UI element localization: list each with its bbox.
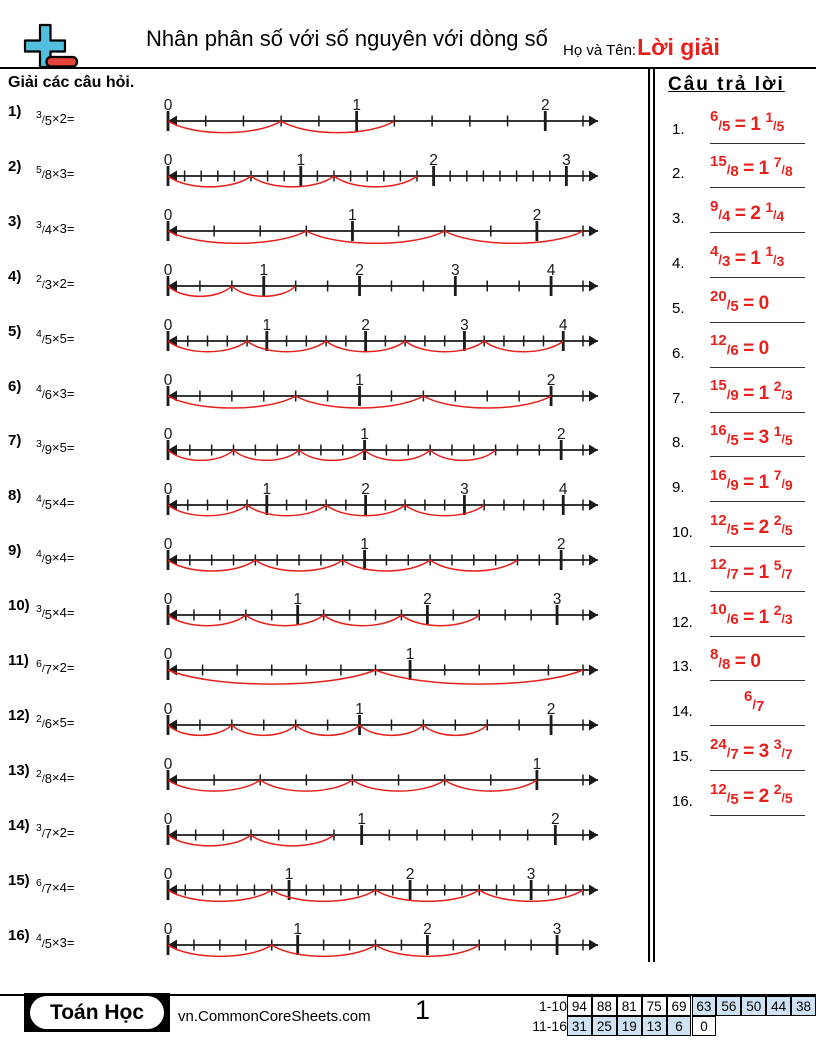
svg-text:2: 2 xyxy=(541,99,550,114)
svg-text:0: 0 xyxy=(164,209,173,224)
svg-text:2: 2 xyxy=(557,538,566,553)
svg-text:0: 0 xyxy=(164,813,173,828)
svg-text:0: 0 xyxy=(164,758,173,773)
svg-text:2: 2 xyxy=(361,319,370,334)
svg-text:2: 2 xyxy=(547,703,556,718)
svg-text:0: 0 xyxy=(164,99,173,114)
svg-text:0: 0 xyxy=(164,428,173,443)
svg-text:3: 3 xyxy=(553,923,562,938)
svg-text:1: 1 xyxy=(360,538,369,553)
svg-text:2: 2 xyxy=(547,374,556,389)
svg-text:0: 0 xyxy=(164,593,173,608)
svg-text:0: 0 xyxy=(164,538,173,553)
svg-text:0: 0 xyxy=(164,923,173,938)
svg-text:0: 0 xyxy=(164,319,173,334)
svg-text:0: 0 xyxy=(164,648,173,663)
svg-text:1: 1 xyxy=(293,923,302,938)
svg-text:1: 1 xyxy=(285,868,294,883)
svg-text:1: 1 xyxy=(355,703,364,718)
svg-text:1: 1 xyxy=(355,374,364,389)
svg-text:1: 1 xyxy=(533,758,542,773)
svg-text:2: 2 xyxy=(557,428,566,443)
svg-text:0: 0 xyxy=(164,868,173,883)
svg-text:3: 3 xyxy=(451,264,460,279)
svg-text:1: 1 xyxy=(296,154,305,169)
svg-text:2: 2 xyxy=(423,593,432,608)
svg-text:2: 2 xyxy=(406,868,415,883)
svg-text:2: 2 xyxy=(355,264,364,279)
svg-text:1: 1 xyxy=(293,593,302,608)
svg-text:0: 0 xyxy=(164,264,173,279)
svg-text:0: 0 xyxy=(164,374,173,389)
svg-text:4: 4 xyxy=(559,483,568,498)
svg-text:3: 3 xyxy=(527,868,536,883)
svg-text:1: 1 xyxy=(360,428,369,443)
svg-text:3: 3 xyxy=(460,483,469,498)
svg-text:1: 1 xyxy=(352,99,361,114)
svg-text:1: 1 xyxy=(262,483,271,498)
svg-text:2: 2 xyxy=(429,154,438,169)
svg-text:4: 4 xyxy=(547,264,556,279)
svg-text:0: 0 xyxy=(164,703,173,718)
svg-text:3: 3 xyxy=(562,154,571,169)
svg-text:1: 1 xyxy=(406,648,415,663)
svg-text:2: 2 xyxy=(423,923,432,938)
svg-text:0: 0 xyxy=(164,483,173,498)
svg-text:1: 1 xyxy=(348,209,357,224)
svg-text:3: 3 xyxy=(553,593,562,608)
svg-text:3: 3 xyxy=(460,319,469,334)
svg-text:1: 1 xyxy=(357,813,366,828)
svg-text:2: 2 xyxy=(551,813,560,828)
svg-text:2: 2 xyxy=(533,209,542,224)
svg-text:1: 1 xyxy=(259,264,268,279)
svg-text:0: 0 xyxy=(164,154,173,169)
svg-text:1: 1 xyxy=(262,319,271,334)
svg-text:4: 4 xyxy=(559,319,568,334)
svg-text:2: 2 xyxy=(361,483,370,498)
